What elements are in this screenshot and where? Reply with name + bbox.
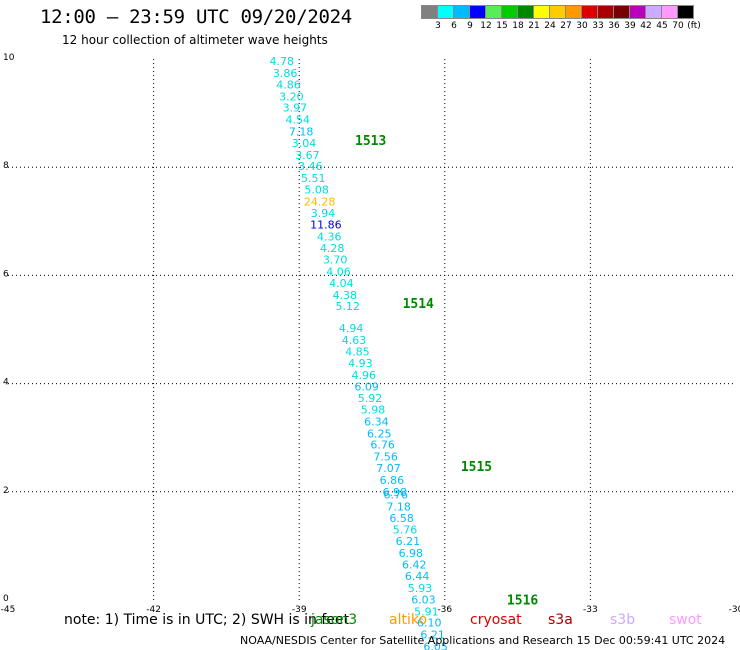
- wave-height-label: 3.94: [311, 207, 336, 220]
- wave-height-label: 5.92: [358, 392, 383, 405]
- chart-subtitle: 12 hour collection of altimeter wave hei…: [62, 33, 328, 47]
- wave-height-label: 5.93: [408, 582, 433, 595]
- wave-height-label: 6.09: [354, 380, 379, 393]
- wave-height-label: 3.70: [323, 254, 348, 267]
- wave-height-label: 6.98: [399, 547, 424, 560]
- satellite-name-cryosat: cryosat: [470, 612, 522, 628]
- wave-height-label: 4.94: [339, 322, 364, 335]
- x-tick-label: -33: [583, 605, 598, 615]
- wave-height-label: 6.44: [405, 570, 430, 583]
- wave-height-label: 5.98: [361, 404, 386, 417]
- wave-height-label: 3.67: [295, 149, 320, 162]
- satellite-name-s3b: s3b: [610, 612, 636, 628]
- wave-height-label: 3.20: [279, 90, 304, 103]
- legend-label: 18: [512, 21, 524, 31]
- x-tick-label: -45: [1, 605, 16, 615]
- wave-height-label: 4.93: [348, 357, 373, 370]
- satellite-name-swot: swot: [669, 612, 702, 628]
- legend-label: 12: [480, 21, 492, 31]
- wave-height-label: 6.03: [411, 593, 436, 606]
- legend-label: 6: [451, 21, 457, 31]
- x-tick-label: -36: [437, 605, 452, 615]
- legend-label: 45: [656, 21, 668, 31]
- y-tick-label: 2: [3, 486, 9, 496]
- x-tick-label: -30: [729, 605, 740, 615]
- y-tick-label: 4: [3, 378, 9, 388]
- legend-label: 3: [435, 21, 441, 31]
- wave-height-label: 4.54: [285, 114, 310, 127]
- wave-height-label: 5.12: [335, 300, 360, 313]
- legend-label: 21: [528, 21, 540, 31]
- x-tick-label: -42: [146, 605, 161, 615]
- satellite-name-s3a: s3a: [548, 612, 573, 628]
- legend-label: 39: [624, 21, 636, 31]
- time-label: 1513: [355, 134, 386, 149]
- wave-height-label: 4.38: [333, 289, 358, 302]
- time-label: 1516: [507, 594, 538, 609]
- wave-height-label: 6.42: [402, 558, 427, 571]
- wave-height-label: 3.46: [298, 160, 323, 173]
- wave-height-label: 3.04: [292, 137, 317, 150]
- wave-height-label: 5.08: [304, 183, 329, 196]
- legend-label: 24: [544, 21, 556, 31]
- x-tick-label: -39: [292, 605, 307, 615]
- wave-height-label: 5.76: [393, 524, 418, 537]
- legend-label: 27: [560, 21, 572, 31]
- chart-title: 12:00 – 23:59 UTC 09/20/2024: [40, 6, 352, 28]
- legend-label: 33: [592, 21, 604, 31]
- wave-height-label: 3.86: [273, 67, 298, 80]
- wave-height-label: 6.98: [383, 486, 408, 499]
- wave-height-label: 7.56: [373, 451, 398, 464]
- legend-label: 15: [496, 21, 508, 31]
- wave-height-label: 4.28: [320, 242, 345, 255]
- wave-height-label: 4.96: [351, 369, 376, 382]
- wave-height-label: 5.91: [414, 605, 439, 618]
- legend-label: 9: [467, 21, 473, 31]
- wave-height-label: 11.86: [310, 219, 342, 232]
- wave-height-label: 6.34: [364, 415, 389, 428]
- wave-height-label: 7.07: [376, 462, 401, 475]
- y-tick-label: 0: [3, 594, 9, 604]
- wave-height-label: 4.36: [317, 230, 342, 243]
- wave-height-label: 6.05: [423, 641, 448, 650]
- wave-height-label: 4.85: [345, 346, 370, 359]
- wave-height-label: 4.78: [269, 55, 294, 68]
- legend-label: (ft): [687, 21, 701, 31]
- satellite-name-altiko: altiko: [389, 612, 428, 628]
- wave-height-label: 6.76: [370, 439, 395, 452]
- wave-height-label: 24.28: [304, 195, 336, 208]
- wave-height-label: 4.86: [276, 78, 301, 91]
- wave-height-label: 5.51: [301, 172, 326, 185]
- legend-swatches: [421, 5, 694, 19]
- wave-height-label: 6.21: [396, 535, 421, 548]
- wave-height-label: 6.76: [384, 489, 409, 502]
- wave-height-label: 6.86: [380, 474, 405, 487]
- wave-height-label: 3.97: [283, 102, 308, 115]
- y-tick-label: 10: [3, 53, 15, 63]
- wave-height-label: 7.18: [289, 125, 314, 138]
- footer-credit: NOAA/NESDIS Center for Satellite Applica…: [240, 634, 726, 647]
- wave-height-label: 6.58: [389, 512, 414, 525]
- wave-height-label: 4.06: [326, 266, 351, 279]
- legend-label: 30: [576, 21, 588, 31]
- time-label: 1515: [461, 460, 492, 475]
- legend-label: 42: [640, 21, 652, 31]
- legend-label: 36: [608, 21, 620, 31]
- wave-height-label: 7.18: [386, 500, 411, 513]
- legend-swatch: [677, 5, 694, 19]
- wave-height-label: 6.25: [367, 427, 392, 440]
- color-legend: 3 6 9 12 15 18 21 24 27 30 33 36 39 42 45 70 (ft): [421, 5, 701, 33]
- y-tick-label: 8: [3, 161, 9, 171]
- legend-labels: 3 6 9 12 15 18 21 24 27 30 33 36 39 42 45 70 (ft): [421, 19, 701, 33]
- units-note: note: 1) Time is in UTC; 2) SWH is in fe…: [64, 612, 350, 628]
- wave-height-label: 4.04: [329, 277, 354, 290]
- time-label: 1514: [403, 297, 434, 312]
- satellite-name-jason3: jason3: [311, 612, 358, 628]
- legend-label: 70: [672, 21, 684, 31]
- wave-height-label: 6.21: [420, 629, 445, 642]
- wave-height-label: 6.10: [417, 617, 442, 630]
- y-tick-label: 6: [3, 269, 9, 279]
- wave-height-label: 4.63: [342, 334, 367, 347]
